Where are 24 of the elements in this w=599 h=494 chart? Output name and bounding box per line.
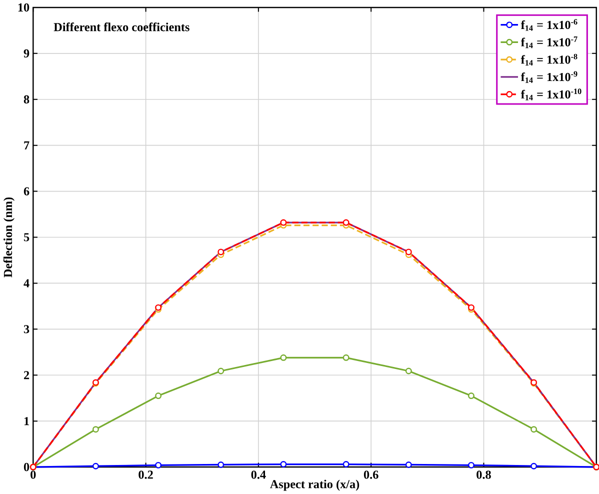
x-tick-label: 0.2 [138, 470, 153, 479]
y-axis-title: Deflection (nm) [3, 197, 15, 278]
x-tick-label: 0.4 [251, 470, 266, 479]
x-axis-title: Aspect ratio (x/a) [270, 480, 360, 491]
y-tick-label: 7 [24, 141, 30, 150]
x-tick-label: 0 [30, 470, 36, 479]
y-tick-label: 5 [24, 233, 30, 242]
y-tick-label: 4 [24, 279, 30, 288]
y-tick-label: 1 [24, 417, 29, 426]
y-tick-label: 8 [24, 95, 30, 104]
annotation: Different flexo coefficients [54, 22, 190, 32]
y-tick-label: 10 [18, 3, 30, 12]
legend-label: f$_{14}$ = 1x10$^{-7}$ [520, 36, 578, 48]
legend-label: f$_{14}$ = 1x10$^{-6}$ [520, 19, 578, 31]
y-tick-label: 3 [24, 325, 30, 334]
y-tick-label: 6 [24, 187, 30, 196]
legend-label: f$_{14}$ = 1x10$^{-9}$ [520, 71, 578, 83]
legend-label: f$_{14}$ = 1x10$^{-10}$ [520, 88, 582, 100]
y-tick-label: 9 [24, 49, 30, 58]
x-tick-label: 0.6 [364, 470, 378, 479]
y-tick-label: 2 [24, 371, 30, 380]
y-tick-label: 0 [24, 462, 30, 472]
legend-label: f$_{14}$ = 1x10$^{-8}$ [520, 54, 578, 66]
x-tick-label: 0.8 [476, 470, 491, 479]
